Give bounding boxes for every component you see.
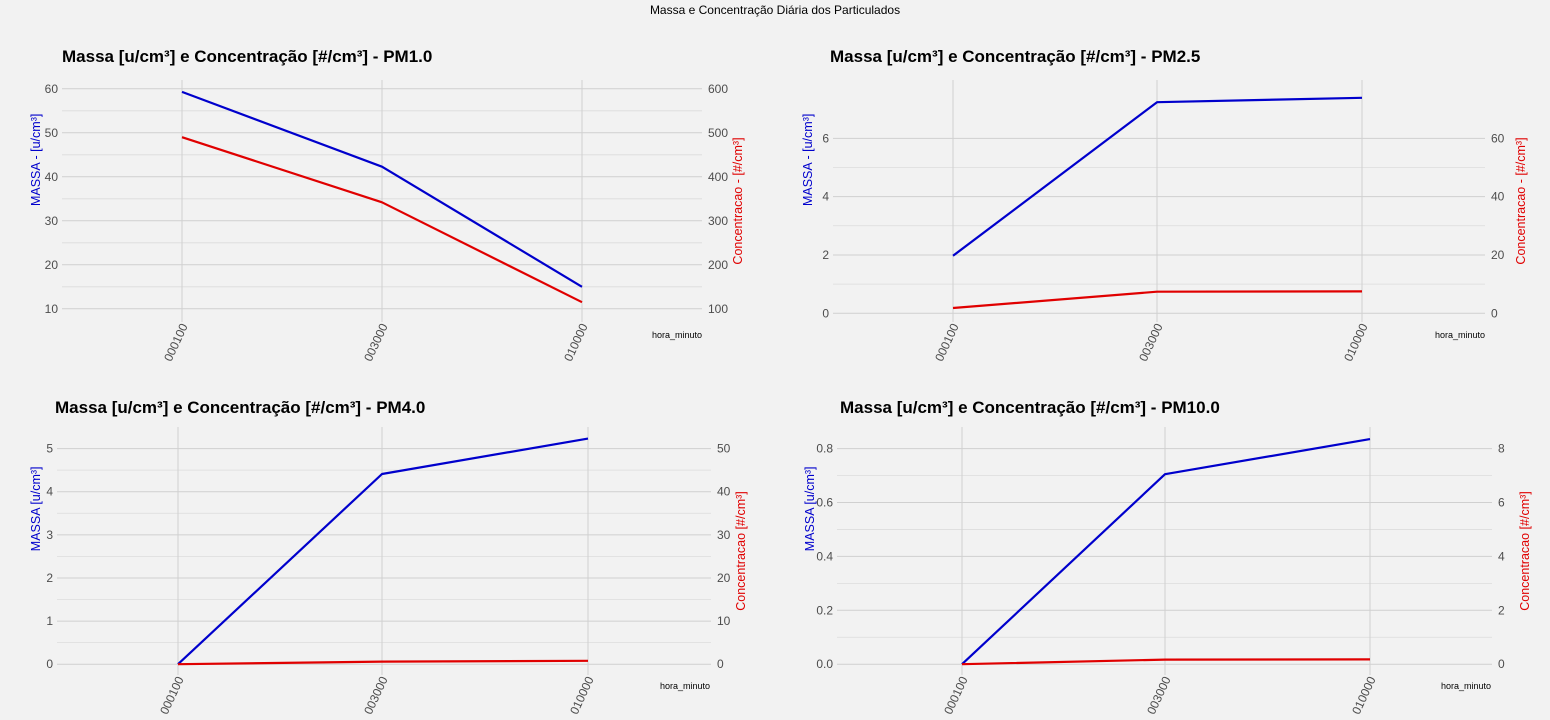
y-left-tick-label: 3 xyxy=(46,528,53,542)
x-axis-label: hora_minuto xyxy=(660,681,710,691)
y-right-tick-label: 500 xyxy=(708,126,728,140)
y-right-tick-label: 20 xyxy=(717,571,731,585)
y-right-tick-label: 20 xyxy=(1491,248,1505,262)
y-left-tick-label: 4 xyxy=(46,485,53,499)
chart-panel-1: 10 100 20 200 30 300 40 400 50 500 60 600 000100 0030… xyxy=(29,47,745,364)
y-left-tick-label: 0.6 xyxy=(816,495,833,509)
concentracao-series-line xyxy=(177,659,589,666)
y-right-axis-label: Concentracao - [#/cm³] xyxy=(731,137,745,264)
x-axis-label: hora_minuto xyxy=(1441,681,1491,691)
y-right-tick-label: 4 xyxy=(1498,549,1505,563)
y-left-tick-label: 40 xyxy=(45,170,59,184)
concentracao-series-line xyxy=(181,136,583,304)
y-left-tick-label: 20 xyxy=(45,258,59,272)
y-right-tick-label: 0 xyxy=(1491,306,1498,320)
y-left-axis-label: MASSA - [u/cm³] xyxy=(801,114,815,206)
chart-panel-2: 0 0 2 20 4 40 6 60 000100 003000 010000 Massa [u/cm… xyxy=(801,47,1528,364)
y-right-tick-label: 400 xyxy=(708,170,728,184)
x-tick-label: 000100 xyxy=(932,321,962,364)
y-right-tick-label: 8 xyxy=(1498,442,1505,456)
massa-series-line xyxy=(181,90,583,288)
y-left-tick-label: 60 xyxy=(45,82,59,96)
y-left-axis-label: MASSA [u/cm³] xyxy=(29,466,43,551)
x-tick-label: 003000 xyxy=(1144,674,1174,717)
x-tick-label: 003000 xyxy=(1136,321,1166,364)
y-right-tick-label: 6 xyxy=(1498,495,1505,509)
y-left-tick-label: 6 xyxy=(822,131,829,145)
y-right-axis-label: Concentracao [#/cm³] xyxy=(1518,491,1532,611)
y-right-tick-label: 2 xyxy=(1498,603,1505,617)
y-right-tick-label: 200 xyxy=(708,258,728,272)
x-tick-label: 000100 xyxy=(157,674,187,717)
y-right-tick-label: 0 xyxy=(717,657,724,671)
x-tick-label: 003000 xyxy=(361,321,391,364)
x-tick-label: 003000 xyxy=(361,674,391,717)
y-left-tick-label: 0.8 xyxy=(816,442,833,456)
y-left-tick-label: 4 xyxy=(822,190,829,204)
y-right-tick-label: 60 xyxy=(1491,131,1505,145)
x-tick-label: 000100 xyxy=(161,321,191,364)
y-left-tick-label: 10 xyxy=(45,302,59,316)
y-left-tick-label: 0.4 xyxy=(816,549,833,563)
chart-panel-4: 0.0 0 0.2 2 0.4 4 0.6 6 0.8 8 000100 003000 010000 Ma… xyxy=(803,398,1532,717)
y-left-axis-label: MASSA [u/cm³] xyxy=(803,466,817,551)
x-axis-label: hora_minuto xyxy=(652,330,702,340)
y-right-tick-label: 50 xyxy=(717,442,731,456)
panel-title: Massa [u/cm³] e Concentração [#/cm³] - P… xyxy=(62,47,432,66)
y-left-axis-label: MASSA - [u/cm³] xyxy=(29,114,43,206)
panel-title: Massa [u/cm³] e Concentração [#/cm³] - P… xyxy=(840,398,1220,417)
y-right-tick-label: 300 xyxy=(708,214,728,228)
x-tick-label: 010000 xyxy=(567,674,597,717)
y-right-tick-label: 600 xyxy=(708,82,728,96)
y-right-tick-label: 40 xyxy=(717,485,731,499)
panel-title: Massa [u/cm³] e Concentração [#/cm³] - P… xyxy=(830,47,1200,66)
y-right-axis-label: Concentracao [#/cm³] xyxy=(734,491,748,611)
concentracao-series-line xyxy=(952,290,1363,310)
y-left-tick-label: 2 xyxy=(46,571,53,585)
y-left-tick-label: 30 xyxy=(45,214,59,228)
y-right-tick-label: 0 xyxy=(1498,657,1505,671)
massa-series-line xyxy=(177,437,589,666)
y-right-tick-label: 100 xyxy=(708,302,728,316)
chart-panel-3: 0 0 1 10 2 20 3 30 4 40 5 50 000100 003000 010000 Massa… xyxy=(29,398,748,717)
x-tick-label: 000100 xyxy=(941,674,971,717)
y-right-tick-label: 40 xyxy=(1491,190,1505,204)
y-right-tick-label: 10 xyxy=(717,614,731,628)
y-left-tick-label: 5 xyxy=(46,442,53,456)
x-tick-label: 010000 xyxy=(1341,321,1371,364)
panel-title: Massa [u/cm³] e Concentração [#/cm³] - P… xyxy=(55,398,425,417)
y-left-tick-label: 0 xyxy=(822,306,829,320)
y-right-axis-label: Concentracao - [#/cm³] xyxy=(1514,137,1528,264)
y-left-tick-label: 0 xyxy=(46,657,53,671)
massa-series-line xyxy=(952,96,1363,257)
concentracao-series-line xyxy=(961,658,1371,666)
massa-series-line xyxy=(961,438,1371,666)
y-left-tick-label: 0.0 xyxy=(816,657,833,671)
y-left-tick-label: 50 xyxy=(45,126,59,140)
y-left-tick-label: 0.2 xyxy=(816,603,833,617)
x-tick-label: 010000 xyxy=(561,321,591,364)
y-left-tick-label: 1 xyxy=(46,614,53,628)
x-axis-label: hora_minuto xyxy=(1435,330,1485,340)
figure-title: Massa e Concentração Diária dos Particul… xyxy=(649,3,901,17)
y-right-tick-label: 30 xyxy=(717,528,731,542)
x-tick-label: 010000 xyxy=(1349,674,1379,717)
y-left-tick-label: 2 xyxy=(822,248,829,262)
